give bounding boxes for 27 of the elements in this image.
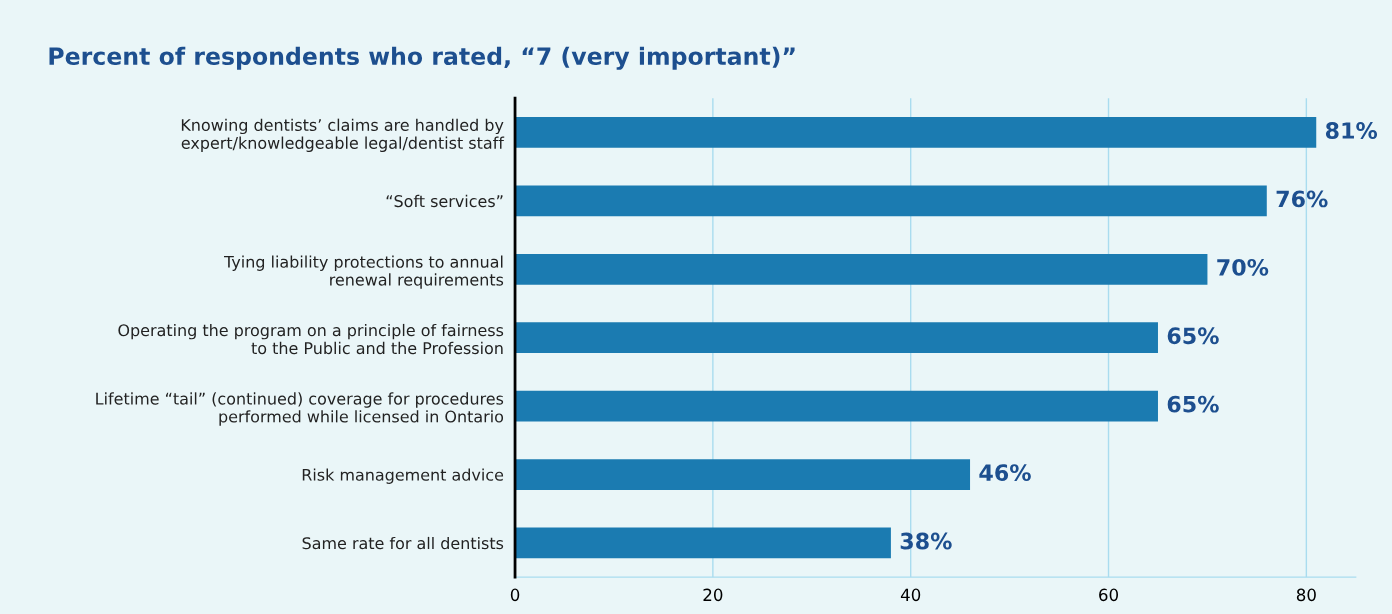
bar xyxy=(515,390,1158,422)
bar xyxy=(515,459,971,490)
y-tick-label: Operating the program on a principle of fairness to the Public and the Profession xyxy=(118,323,504,355)
bar xyxy=(515,185,1267,217)
y-tick-label: Knowing dentists’ claims are handled by expert/knowledgeable legal/dentist staff xyxy=(181,118,505,152)
bar xyxy=(515,527,891,559)
data-label: 65% xyxy=(1167,395,1219,413)
y-tick-label: Risk management advice xyxy=(302,468,504,484)
data-label: 46% xyxy=(979,464,1031,481)
x-tick-label: 40 xyxy=(900,588,921,602)
y-tick-label: Tying liability protections to annual renewal requirements xyxy=(224,255,504,289)
y-tick-label: “Soft services” xyxy=(386,194,503,208)
data-label: 81% xyxy=(1325,122,1378,139)
data-label: 70% xyxy=(1217,258,1269,276)
x-tick-label: 60 xyxy=(1099,588,1119,602)
data-label: 38% xyxy=(900,532,952,550)
x-tick-label: 20 xyxy=(703,588,723,602)
chart-title: Percent of respondents who rated, “7 (very important)” xyxy=(49,46,795,70)
x-tick-label: 0 xyxy=(510,588,520,602)
data-label: 65% xyxy=(1167,327,1219,345)
bar xyxy=(515,322,1158,354)
bar xyxy=(515,117,1317,148)
bar xyxy=(515,253,1208,285)
data-label: 76% xyxy=(1276,190,1328,208)
y-tick-label: Lifetime “tail” (continued) coverage for procedures performed while licensed in Ontario xyxy=(96,392,504,426)
y-tick-label: Same rate for all dentists xyxy=(302,536,504,550)
x-tick-label: 80 xyxy=(1296,588,1316,602)
